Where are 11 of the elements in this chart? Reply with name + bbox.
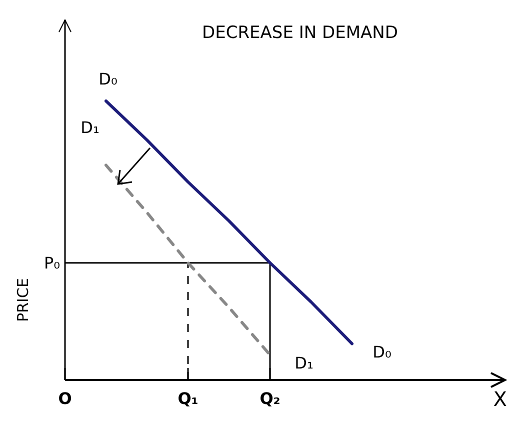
x-axis-title: X (493, 387, 508, 411)
text: D₀ (372, 342, 392, 362)
text: D₁ (80, 118, 100, 137)
x-tick-label: Q₁ (178, 388, 198, 408)
series-label: D₀ (98, 70, 118, 89)
chart-title: DECREASE IN DEMAND (202, 23, 398, 43)
x-tick-label: O (58, 388, 72, 408)
x-tick-label: Q₂ (260, 388, 280, 408)
y-axis-title: PRICE (14, 278, 32, 322)
ref-line-label: P₀ (44, 253, 60, 272)
series-label: D₁ (294, 353, 314, 372)
